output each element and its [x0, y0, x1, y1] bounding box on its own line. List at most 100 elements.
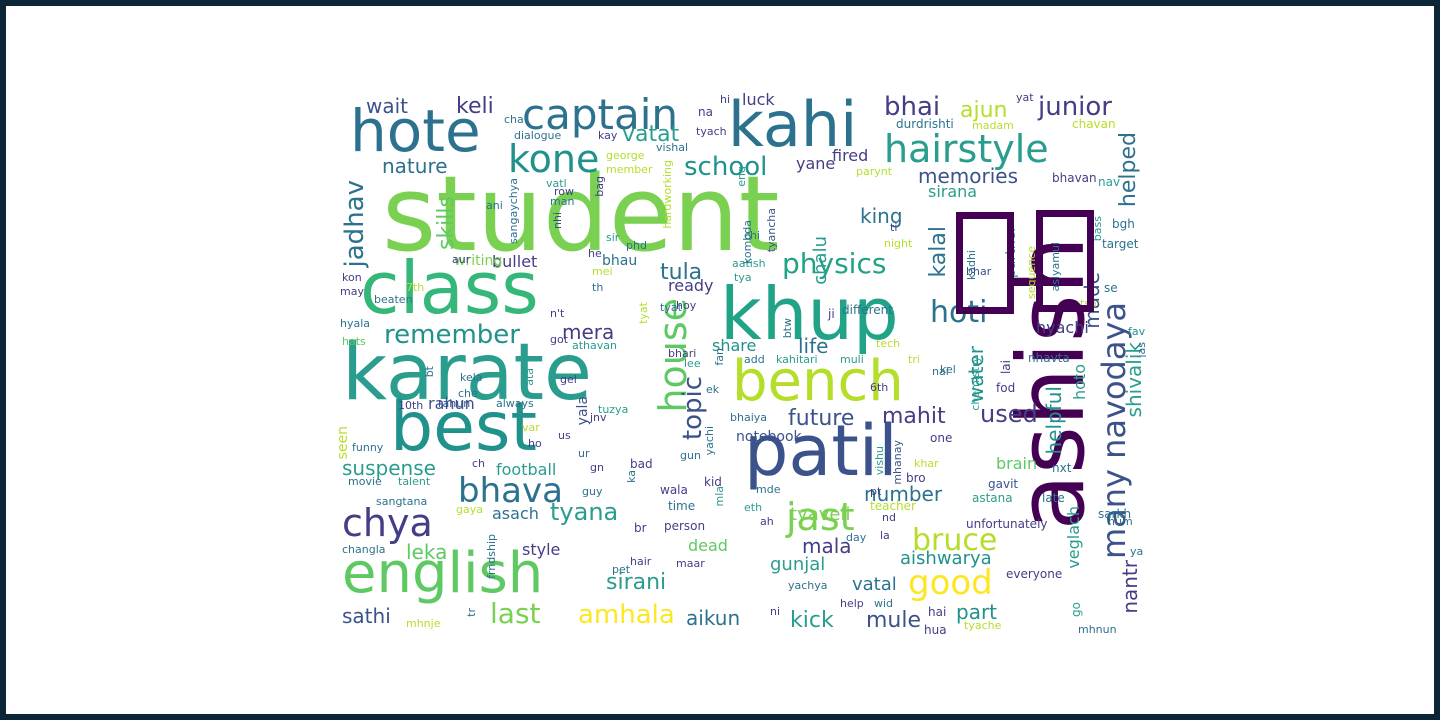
cloud-word: bgh [1112, 217, 1135, 231]
cloud-word: student [382, 153, 780, 275]
cloud-word: na [698, 105, 713, 119]
cloud-word: english [342, 541, 544, 606]
cloud-word: gunjal [770, 554, 826, 575]
cloud-word: gn [590, 461, 604, 474]
cloud-word: changla [342, 543, 386, 556]
cloud-word: nai [932, 365, 949, 378]
cloud-word: asach [492, 504, 539, 523]
cloud-word: lee [684, 357, 701, 370]
cloud-word: mhnje [406, 617, 441, 630]
cloud-word: ek [706, 383, 720, 396]
cloud-word: jadhav [340, 180, 370, 268]
cloud-word: time [668, 499, 696, 513]
cloud-word: btw [781, 318, 794, 339]
cloud-word: bro [906, 471, 926, 485]
cloud-word: last [490, 597, 541, 630]
cloud-word: number [864, 482, 943, 506]
cloud-word: eth [744, 501, 763, 514]
cloud-word: ajun [960, 98, 1008, 123]
cloud-word: chya [342, 501, 433, 545]
cloud-word: george [606, 149, 645, 162]
cloud-word: parynt [856, 165, 893, 178]
cloud-word: ani [486, 199, 503, 212]
cloud-word: leka [406, 540, 448, 564]
cloud-word: tr [465, 608, 478, 617]
cloud-word: madam [972, 119, 1014, 132]
cloud-word: skills [434, 196, 459, 251]
cloud-word: aikun [686, 606, 741, 630]
cloud-word: tyancha [765, 208, 778, 253]
cloud-word: yachi [703, 426, 716, 456]
cloud-word: pt [870, 485, 882, 498]
cloud-word: different [842, 303, 893, 317]
cloud-word: che [458, 387, 478, 400]
cloud-word: jas [1135, 342, 1146, 358]
cloud-word: th [592, 281, 604, 294]
cloud-word: sangaychya [507, 178, 520, 244]
cloud-word: he [588, 247, 602, 260]
cloud-word: sirana [928, 182, 978, 201]
cloud-word: vishu [873, 446, 886, 476]
cloud-word: hats [342, 335, 366, 348]
cloud-word: hi [720, 93, 731, 106]
cloud-word: good [908, 563, 993, 603]
cloud-word: suspense [342, 456, 436, 480]
cloud-word: la [880, 529, 890, 542]
cloud-word: ka [625, 470, 638, 483]
cloud-word: day [846, 531, 867, 544]
cloud-word: tyana [550, 498, 619, 526]
cloud-word: durdrishti [896, 117, 954, 131]
cloud-word: hum [1108, 515, 1133, 528]
cloud-word: nature [382, 154, 448, 178]
cloud-word: ata [523, 368, 536, 386]
cloud-word: beaten [374, 293, 413, 306]
cloud-word: class [360, 246, 539, 330]
cloud-word: sathi [342, 604, 391, 628]
cloud-word: lai [999, 360, 1013, 375]
cloud-word: one [930, 431, 953, 445]
cloud-word: bhaiya [730, 411, 768, 424]
cloud-word: fired [832, 146, 869, 165]
cloud-word: sarkh [1098, 507, 1132, 521]
cloud-word: kahitari [776, 353, 818, 366]
cloud-word: bullet [492, 252, 538, 271]
cloud-word: keli [456, 94, 494, 119]
cloud-word: mera [562, 320, 615, 344]
cloud-word: add [744, 353, 765, 366]
cloud-word: late [1042, 491, 1065, 505]
cloud-word: frndship [485, 534, 498, 579]
cloud-word: maar [676, 557, 705, 570]
cloud-word: funny [352, 441, 384, 454]
cloud-word: used [980, 400, 1038, 428]
cloud-word: kela [460, 371, 483, 384]
cloud-word: best [390, 388, 538, 467]
cloud-word: sir [606, 231, 620, 244]
cloud-word: 7th [406, 281, 425, 294]
cloud-word: man [550, 195, 575, 208]
cloud-word: chi [744, 229, 761, 242]
cloud-word: astana [972, 491, 1013, 505]
cloud-word: athavan [572, 339, 617, 352]
cloud-word: fav [1128, 325, 1146, 338]
cloud-word: fan [713, 348, 726, 366]
cloud-word: mei [592, 265, 613, 278]
cloud-word: kay [598, 129, 618, 142]
cloud-word: writing [454, 253, 503, 269]
cloud-word: bhai [884, 92, 941, 122]
cloud-word: jnv [590, 411, 607, 424]
cloud-word: hoto [1070, 364, 1089, 400]
cloud-word: yane [796, 154, 836, 173]
cloud-word: dead [688, 536, 728, 555]
cloud-word: tyat [660, 301, 682, 314]
cloud-word: kalal [926, 226, 951, 278]
cloud-word: kick [790, 608, 834, 633]
cloud-word: got [550, 333, 569, 346]
cloud-word: wala [660, 483, 688, 497]
cloud-word: helpful [1042, 386, 1066, 455]
cloud-word: share [712, 336, 757, 355]
cloud-word: football [496, 460, 557, 479]
cloud-word: hai [928, 605, 947, 619]
cloud-word: chalu [810, 236, 831, 285]
cloud-word: kahi [728, 88, 858, 161]
cloud-word: yala [575, 396, 591, 426]
